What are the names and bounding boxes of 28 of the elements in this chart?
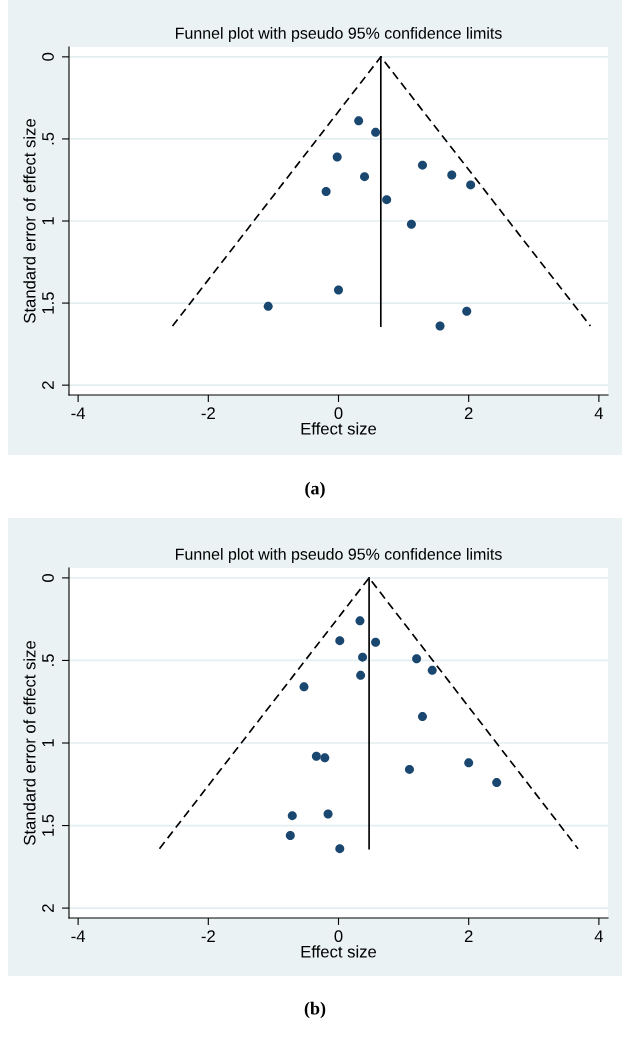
- x-tick-label: 4: [594, 930, 604, 942]
- x-tick-label: -2: [201, 930, 215, 942]
- y-tick-label: .5: [42, 132, 54, 145]
- text: (b): [304, 1001, 326, 1019]
- x-tick-label: 2: [464, 930, 473, 942]
- x-tick-label: 2: [464, 407, 473, 419]
- y-tick-label: 1.5: [42, 292, 54, 314]
- y-tick-label: 0: [42, 573, 54, 582]
- x-tick-label: -4: [71, 930, 86, 942]
- y-tick-label: .5: [42, 654, 54, 666]
- y-axis-title: Standard error of effect size: [23, 641, 36, 845]
- y-tick-label: 1: [42, 739, 54, 747]
- x-axis-title: Effect size: [301, 422, 377, 435]
- y-tick-label: 0: [42, 52, 54, 61]
- chart-title: Funnel plot with pseudo 95% confidence limits: [176, 548, 502, 563]
- y-tick-label: 2: [42, 904, 54, 912]
- y-tick-label: 2: [42, 381, 54, 389]
- x-tick-label: 0: [334, 407, 343, 420]
- x-tick-label: 0: [334, 930, 343, 943]
- x-tick-label: 4: [594, 407, 604, 419]
- y-tick-label: 1: [42, 217, 54, 225]
- y-tick-label: 1.5: [42, 814, 54, 836]
- chart-title: Funnel plot with pseudo 95% confidence limits: [176, 27, 502, 42]
- x-tick-label: -4: [71, 407, 86, 419]
- y-axis-title: Standard error of effect size: [23, 119, 36, 323]
- text: (a): [305, 481, 325, 499]
- x-tick-label: -2: [201, 407, 215, 419]
- x-axis-title: Effect size: [301, 945, 377, 958]
